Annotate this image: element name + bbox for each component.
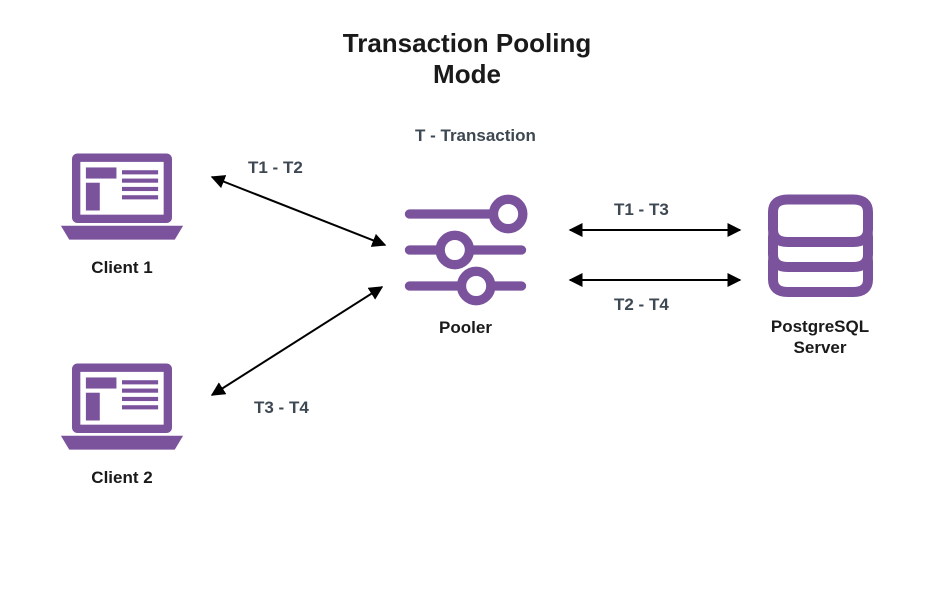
- server-node: [758, 182, 883, 312]
- edge-label-t2t4: T2 - T4: [614, 295, 669, 315]
- title-line1: Transaction Pooling: [0, 28, 934, 59]
- client2-node: [52, 358, 192, 463]
- client2-label: Client 2: [52, 468, 192, 488]
- laptop-icon: [52, 148, 192, 248]
- client1-node: [52, 148, 192, 253]
- pooler-node: [398, 190, 533, 315]
- edge-label-t1t3: T1 - T3: [614, 200, 669, 220]
- server-label-text2: Server: [794, 338, 847, 357]
- server-label: PostgreSQL Server PostgreSQL Server: [740, 316, 900, 359]
- edge-label-t3t4: T3 - T4: [254, 398, 309, 418]
- edge-client2-pooler: [212, 287, 382, 395]
- pooler-label: Pooler: [398, 318, 533, 338]
- server-label-text1: PostgreSQL: [771, 317, 869, 336]
- database-icon: [758, 182, 883, 307]
- edge-label-t1t2: T1 - T2: [248, 158, 303, 178]
- title-line2: Mode: [0, 59, 934, 90]
- laptop-icon: [52, 358, 192, 458]
- slider-icon: [398, 190, 533, 310]
- legend-text: T - Transaction: [415, 126, 536, 146]
- diagram-title: Transaction Pooling Mode: [0, 28, 934, 90]
- edge-client1-pooler: [212, 177, 385, 245]
- client1-label: Client 1: [52, 258, 192, 278]
